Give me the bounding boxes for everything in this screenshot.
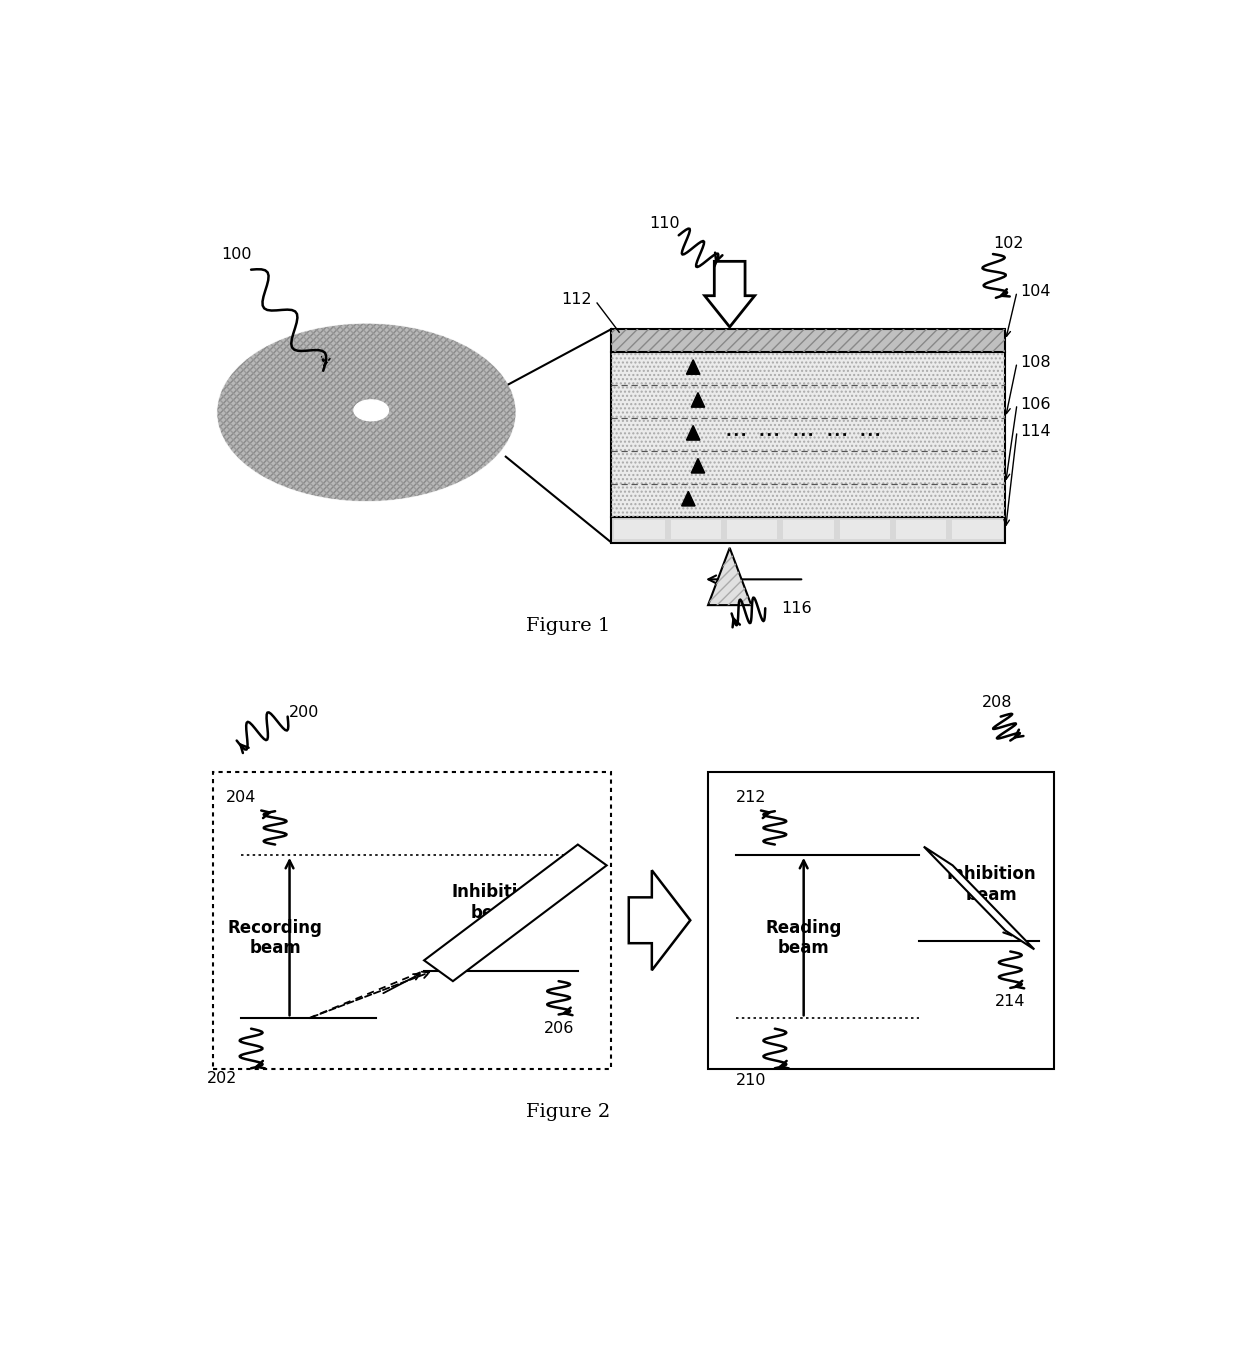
Polygon shape — [687, 426, 699, 440]
Bar — [611, 517, 1006, 543]
Ellipse shape — [250, 344, 482, 482]
Polygon shape — [691, 392, 704, 407]
Ellipse shape — [217, 323, 516, 501]
Text: 110: 110 — [649, 216, 680, 231]
Bar — [213, 771, 611, 1069]
Text: 114: 114 — [1019, 423, 1050, 438]
Polygon shape — [708, 548, 751, 605]
Polygon shape — [691, 459, 704, 474]
Text: 102: 102 — [993, 237, 1023, 252]
Text: 202: 202 — [207, 1072, 237, 1086]
Bar — [614, 520, 665, 540]
Text: 214: 214 — [994, 994, 1025, 1009]
Text: 204: 204 — [227, 790, 257, 805]
Text: Figure 2: Figure 2 — [526, 1104, 610, 1122]
Bar — [671, 520, 722, 540]
Text: 106: 106 — [1019, 396, 1050, 411]
Polygon shape — [424, 844, 606, 981]
Bar — [611, 352, 1006, 517]
Text: 206: 206 — [543, 1020, 574, 1035]
Text: 104: 104 — [1019, 284, 1050, 299]
Bar — [784, 520, 833, 540]
Ellipse shape — [217, 323, 516, 501]
Bar — [611, 329, 1006, 352]
Polygon shape — [682, 491, 696, 506]
Polygon shape — [924, 847, 1034, 950]
Bar — [839, 520, 890, 540]
Text: 112: 112 — [562, 292, 593, 307]
Text: 200: 200 — [289, 705, 319, 720]
Text: 208: 208 — [982, 694, 1012, 709]
Ellipse shape — [236, 334, 497, 490]
Bar — [727, 520, 777, 540]
Bar — [611, 352, 1006, 517]
Text: Inhibition
beam: Inhibition beam — [946, 866, 1035, 904]
Ellipse shape — [269, 354, 464, 469]
Bar — [895, 520, 946, 540]
Text: Reading
beam: Reading beam — [765, 919, 842, 958]
Polygon shape — [629, 870, 691, 970]
Polygon shape — [687, 360, 699, 375]
Bar — [708, 771, 1054, 1069]
Text: Recording
beam: Recording beam — [228, 919, 322, 958]
Text: 100: 100 — [222, 246, 252, 261]
Polygon shape — [704, 261, 755, 327]
Bar — [611, 329, 1006, 352]
Text: 212: 212 — [735, 790, 766, 805]
Text: Inhibition
beam: Inhibition beam — [451, 884, 541, 921]
Text: 210: 210 — [735, 1073, 766, 1088]
Text: 116: 116 — [781, 601, 812, 616]
Bar — [952, 520, 1003, 540]
Text: Figure 1: Figure 1 — [526, 617, 610, 635]
Text: 108: 108 — [1019, 354, 1050, 369]
Ellipse shape — [224, 329, 508, 497]
Ellipse shape — [353, 400, 388, 421]
